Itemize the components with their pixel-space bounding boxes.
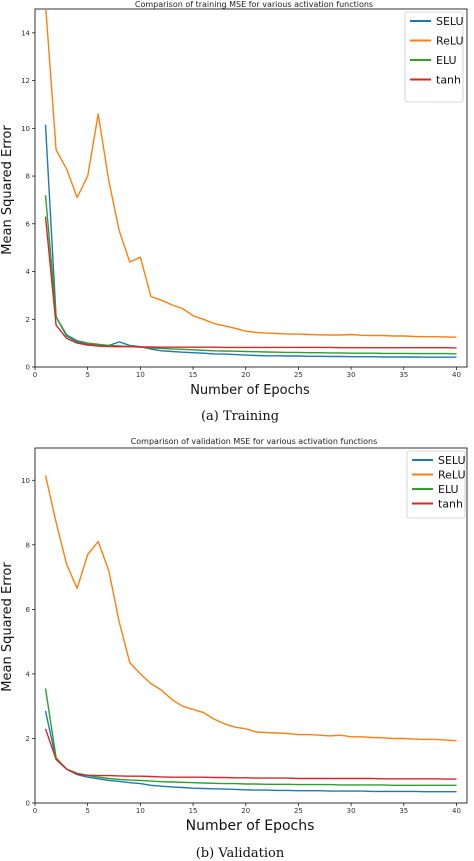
validation-y-tick-label: 6: [26, 606, 31, 614]
validation-series-lines: [44, 475, 457, 793]
training-x-tick-label: 30: [347, 371, 356, 379]
training-y-tick-label: 14: [21, 29, 30, 37]
validation-x-tick-label: 0: [33, 807, 37, 815]
training-line-relu: [45, 9, 457, 338]
training-legend-label-relu: ReLU: [436, 35, 464, 48]
training-caption: (a) Training: [201, 409, 279, 424]
training-legend-label-selu: SELU: [436, 15, 464, 28]
validation-legend-label-elu: ELU: [438, 483, 459, 496]
training-x-tick-label: 35: [399, 371, 408, 379]
training-y-tick-label: 8: [26, 173, 30, 181]
training-legend-label-tanh: tanh: [436, 74, 461, 87]
validation-y-tick-label: 8: [26, 541, 30, 549]
validation-legend-label-selu: SELU: [438, 454, 466, 467]
training-x-tick-label: 15: [189, 371, 198, 379]
training-y-tick-label: 2: [26, 316, 30, 324]
validation-chart: Comparison of validation MSE for various…: [0, 437, 468, 861]
training-plot-area: 0 5 10 15 20 25 30 35 40 0 2 4 6 8 10 12 14 SELU ReLU ELU ta…: [21, 8, 468, 379]
validation-x-tick-label: 35: [399, 807, 408, 815]
validation-y-tick-label: 10: [21, 477, 30, 485]
validation-y-tick-label: 2: [26, 735, 30, 743]
training-x-tick-label: 25: [294, 371, 303, 379]
validation-x-tick-label: 25: [294, 807, 303, 815]
training-y-tick-label: 0: [26, 364, 30, 372]
validation-axes-frame: [34, 447, 468, 804]
validation-x-tick-label: 40: [452, 807, 461, 815]
training-line-tanh: [44, 216, 457, 349]
training-legend: SELU ReLU ELU tanh: [404, 11, 464, 103]
training-y-axis-label: Mean Squared Error: [0, 125, 15, 255]
training-series-lines: [44, 9, 457, 358]
validation-y-axis-label: Mean Squared Error: [0, 562, 15, 692]
training-line-elu: [44, 195, 457, 355]
training-y-tick-label: 6: [26, 220, 31, 228]
validation-x-tick-label: 20: [241, 807, 250, 815]
training-x-tick-label: 40: [452, 371, 461, 379]
training-axes-frame: [34, 8, 468, 368]
validation-y-tick-label: 4: [26, 670, 31, 678]
training-chart: Comparison of training MSE for various a…: [0, 0, 468, 424]
validation-x-tick-label: 15: [189, 807, 198, 815]
training-y-tick-label: 10: [21, 125, 30, 133]
training-chart-title: Comparison of training MSE for various a…: [135, 0, 373, 9]
validation-legend-label-relu: ReLU: [438, 469, 466, 482]
training-x-tick-label: 5: [85, 371, 89, 379]
validation-line-selu: [44, 710, 457, 793]
training-x-tick-label: 20: [241, 371, 250, 379]
validation-legend-box: [406, 450, 466, 519]
training-line-selu: [44, 124, 457, 358]
training-x-tick-label: 10: [136, 371, 145, 379]
training-legend-label-elu: ELU: [436, 54, 457, 67]
training-x-tick-label: 0: [33, 371, 37, 379]
validation-line-tanh: [44, 728, 457, 780]
training-x-axis-label: Number of Epochs: [190, 383, 310, 398]
validation-x-axis-label: Number of Epochs: [186, 818, 315, 834]
validation-x-tick-label: 30: [347, 807, 356, 815]
validation-chart-title: Comparison of validation MSE for various…: [131, 437, 378, 446]
validation-x-tick-label: 10: [136, 807, 145, 815]
validation-line-elu: [44, 688, 457, 786]
training-y-tick-label: 4: [26, 268, 31, 276]
validation-legend-label-tanh: tanh: [438, 498, 463, 511]
validation-caption: (b) Validation: [196, 846, 285, 861]
training-y-tick-label: 12: [21, 77, 30, 85]
validation-x-tick-label: 5: [85, 807, 89, 815]
validation-line-relu: [44, 475, 457, 742]
validation-y-tick-label: 0: [26, 800, 30, 808]
